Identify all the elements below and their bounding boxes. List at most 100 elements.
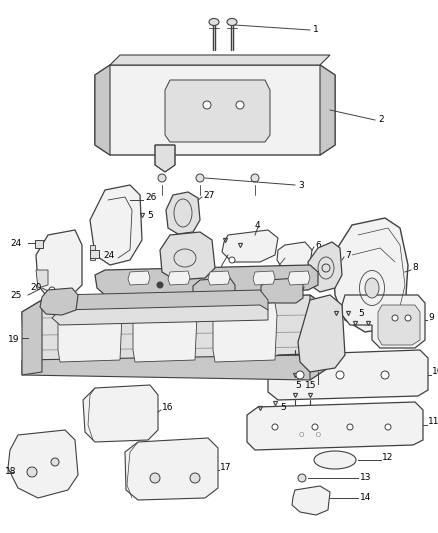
Polygon shape xyxy=(310,295,328,380)
Polygon shape xyxy=(90,185,142,265)
Text: 20: 20 xyxy=(30,282,41,292)
Text: 9: 9 xyxy=(428,313,434,322)
Text: 16: 16 xyxy=(162,403,173,413)
Text: 19: 19 xyxy=(8,335,20,344)
Circle shape xyxy=(51,458,59,466)
Polygon shape xyxy=(247,402,423,450)
Polygon shape xyxy=(128,271,150,285)
Circle shape xyxy=(296,371,304,379)
Text: 5: 5 xyxy=(147,211,153,220)
Circle shape xyxy=(251,174,259,182)
Circle shape xyxy=(381,371,389,379)
Polygon shape xyxy=(36,230,82,298)
Text: 2: 2 xyxy=(378,116,384,125)
Polygon shape xyxy=(160,232,215,280)
Polygon shape xyxy=(268,350,428,400)
Circle shape xyxy=(336,371,344,379)
Text: 26: 26 xyxy=(145,193,156,203)
Text: 21: 21 xyxy=(193,303,205,312)
Polygon shape xyxy=(125,438,218,500)
Text: 5: 5 xyxy=(358,309,364,318)
Text: 17: 17 xyxy=(220,464,232,472)
Text: 14: 14 xyxy=(360,494,371,503)
Polygon shape xyxy=(155,145,175,172)
Circle shape xyxy=(385,424,391,430)
Polygon shape xyxy=(95,65,110,155)
Text: 8: 8 xyxy=(412,263,418,272)
Polygon shape xyxy=(90,250,99,258)
Text: 22: 22 xyxy=(305,280,316,289)
Polygon shape xyxy=(95,265,318,295)
Text: 1: 1 xyxy=(313,26,319,35)
Polygon shape xyxy=(208,271,230,285)
Ellipse shape xyxy=(227,19,237,26)
Polygon shape xyxy=(298,295,345,372)
Text: 5: 5 xyxy=(378,319,384,327)
Circle shape xyxy=(272,424,278,430)
Polygon shape xyxy=(222,230,278,262)
Polygon shape xyxy=(342,295,425,348)
Polygon shape xyxy=(52,305,268,325)
Circle shape xyxy=(27,467,37,477)
Text: 27: 27 xyxy=(203,190,214,199)
Circle shape xyxy=(405,315,411,321)
Text: O     O: O O xyxy=(299,432,321,438)
Polygon shape xyxy=(253,271,275,285)
Text: 11: 11 xyxy=(428,417,438,426)
Circle shape xyxy=(322,264,330,272)
Circle shape xyxy=(298,474,306,482)
Polygon shape xyxy=(308,242,342,292)
Circle shape xyxy=(190,473,200,483)
Text: 6: 6 xyxy=(315,240,321,249)
Polygon shape xyxy=(213,303,277,362)
Ellipse shape xyxy=(209,19,219,26)
Polygon shape xyxy=(333,218,408,332)
Polygon shape xyxy=(166,192,200,234)
Circle shape xyxy=(150,473,160,483)
Polygon shape xyxy=(22,355,328,380)
Circle shape xyxy=(158,174,166,182)
Polygon shape xyxy=(8,430,78,498)
Polygon shape xyxy=(288,271,310,285)
Text: 4: 4 xyxy=(255,221,261,230)
Polygon shape xyxy=(133,303,197,362)
Circle shape xyxy=(347,424,353,430)
Polygon shape xyxy=(261,278,303,303)
Text: 3: 3 xyxy=(298,181,304,190)
Polygon shape xyxy=(22,300,42,375)
Polygon shape xyxy=(110,55,330,65)
Text: 5: 5 xyxy=(295,381,301,390)
Ellipse shape xyxy=(314,451,356,469)
Text: 24: 24 xyxy=(10,238,21,247)
Text: 5: 5 xyxy=(280,403,286,413)
Polygon shape xyxy=(277,242,312,270)
Circle shape xyxy=(203,101,211,109)
Ellipse shape xyxy=(365,278,379,298)
Text: 15: 15 xyxy=(305,381,317,390)
Text: 13: 13 xyxy=(360,473,371,482)
Polygon shape xyxy=(90,245,95,260)
Text: 24: 24 xyxy=(103,251,114,260)
Text: 25: 25 xyxy=(10,290,21,300)
Circle shape xyxy=(49,287,55,293)
Polygon shape xyxy=(193,278,235,303)
Text: 10: 10 xyxy=(432,367,438,376)
Polygon shape xyxy=(95,65,335,155)
Polygon shape xyxy=(22,295,328,372)
Circle shape xyxy=(236,101,244,109)
Polygon shape xyxy=(320,65,335,155)
Circle shape xyxy=(196,174,204,182)
Text: 18: 18 xyxy=(5,467,17,477)
Polygon shape xyxy=(36,270,48,288)
Polygon shape xyxy=(165,80,270,142)
Polygon shape xyxy=(58,303,122,362)
Polygon shape xyxy=(168,271,190,285)
Circle shape xyxy=(157,282,163,288)
Text: 12: 12 xyxy=(382,454,393,463)
Circle shape xyxy=(229,257,235,263)
Polygon shape xyxy=(378,305,420,345)
Polygon shape xyxy=(52,290,268,315)
Polygon shape xyxy=(40,288,78,315)
Polygon shape xyxy=(35,240,43,248)
Text: 7: 7 xyxy=(345,251,351,260)
